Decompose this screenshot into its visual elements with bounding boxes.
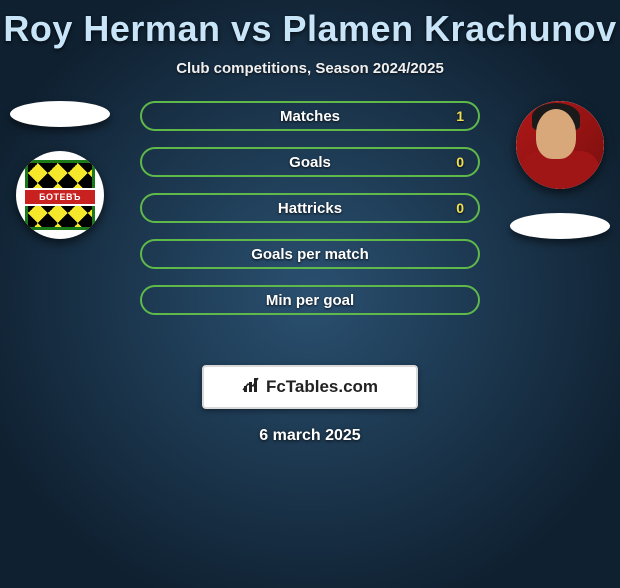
stat-value: 0 xyxy=(456,200,464,216)
stat-row: Hattricks 0 xyxy=(140,193,480,223)
right-player-column xyxy=(510,101,610,239)
left-club-badge: БОТЕВЪ xyxy=(16,151,104,239)
comparison-area: БОТЕВЪ Matches 1 Goals 0 Hattricks 0 Goals per… xyxy=(0,101,620,361)
stat-value: 1 xyxy=(456,108,464,124)
chart-icon xyxy=(242,376,262,399)
left-badge-text: БОТЕВЪ xyxy=(25,188,95,206)
subtitle: Club competitions, Season 2024/2025 xyxy=(0,60,620,77)
stat-value: 0 xyxy=(456,154,464,170)
stat-label: Min per goal xyxy=(266,292,354,309)
right-club-placeholder xyxy=(510,213,610,239)
stat-row: Min per goal xyxy=(140,285,480,315)
left-player-column: БОТЕВЪ xyxy=(10,101,110,239)
date-line: 6 march 2025 xyxy=(0,427,620,445)
stat-label: Goals per match xyxy=(251,246,369,263)
stats-list: Matches 1 Goals 0 Hattricks 0 Goals per match M… xyxy=(140,101,480,315)
stat-row: Goals per match xyxy=(140,239,480,269)
stat-row: Matches 1 xyxy=(140,101,480,131)
stat-label: Goals xyxy=(289,154,331,171)
stat-label: Hattricks xyxy=(278,200,342,217)
stat-label: Matches xyxy=(280,108,340,125)
stat-row: Goals 0 xyxy=(140,147,480,177)
logo-text: FcTables.com xyxy=(266,377,378,397)
site-logo: FcTables.com xyxy=(202,365,418,409)
left-player-placeholder xyxy=(10,101,110,127)
page-title: Roy Herman vs Plamen Krachunov xyxy=(0,8,620,50)
right-player-avatar xyxy=(516,101,604,189)
